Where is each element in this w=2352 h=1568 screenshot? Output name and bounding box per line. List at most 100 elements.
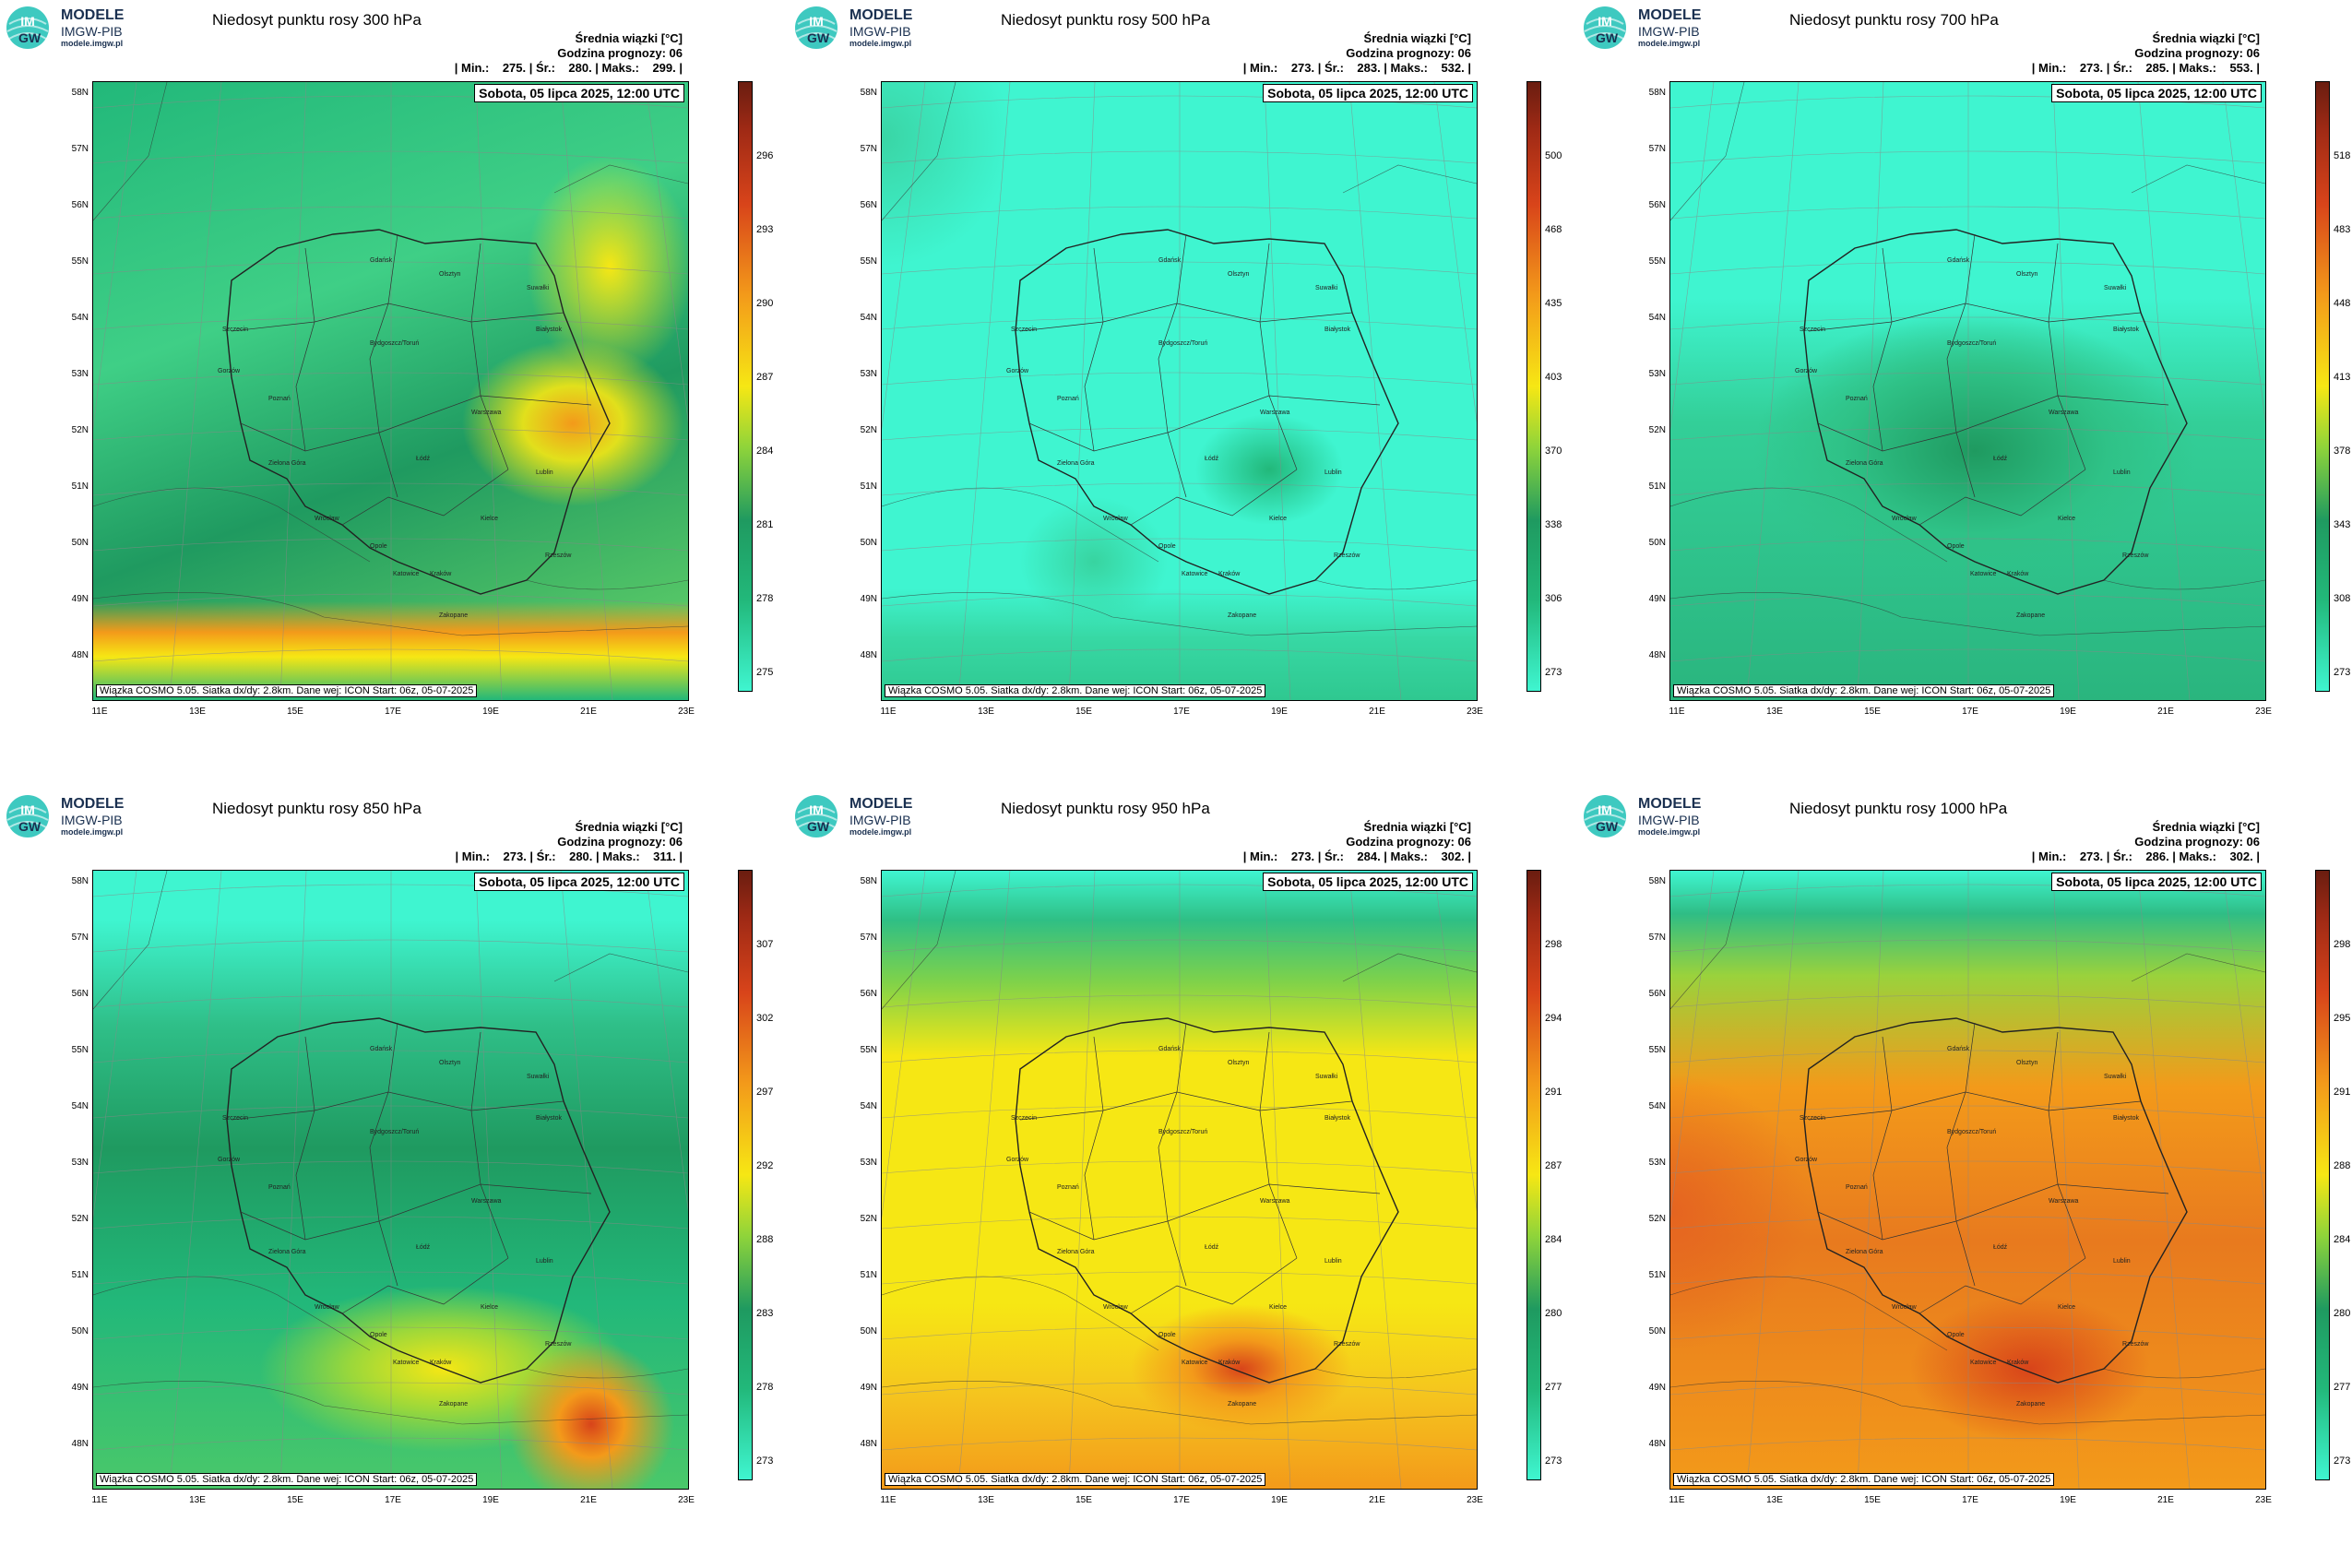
latitude-label: 55N bbox=[860, 1045, 877, 1055]
imgw-badge-icon: IM GW bbox=[795, 795, 837, 837]
city-label: Zakopane bbox=[439, 1401, 469, 1408]
longitude-label: 11E bbox=[91, 1495, 108, 1505]
latitude-label: 58N bbox=[860, 876, 877, 886]
city-label: Rzeszów bbox=[1334, 1341, 1360, 1348]
city-label: Poznań bbox=[1057, 1184, 1079, 1191]
badge-text-bottom: GW bbox=[1596, 30, 1619, 45]
longitude-label: 19E bbox=[482, 707, 499, 717]
region-borders bbox=[1019, 1022, 1381, 1314]
city-label: Kielce bbox=[2058, 1304, 2076, 1311]
city-label: Katowice bbox=[1182, 571, 1208, 577]
imgw-badge-icon: IM GW bbox=[6, 6, 49, 49]
latitude-label: 54N bbox=[71, 313, 89, 323]
colorbar-tick-label: 281 bbox=[756, 519, 774, 530]
colorbar-tick-label: 288 bbox=[2334, 1160, 2351, 1171]
city-label: Opole bbox=[370, 543, 387, 550]
forecast-map[interactable]: Gdańsk Olsztyn Suwałki Szczecin Bydgoszcz/To… bbox=[92, 870, 689, 1490]
city-label: Wrocław bbox=[1103, 1304, 1128, 1311]
longitude-label: 11E bbox=[91, 707, 108, 717]
colorbar-tick-label: 283 bbox=[756, 1308, 774, 1319]
ensemble-stats: Średnia wiązki [°C] Godzina prognozy: 06… bbox=[456, 820, 683, 864]
latitude-label: 51N bbox=[860, 481, 877, 492]
city-label: Gdańsk bbox=[1947, 1046, 1970, 1052]
longitude-label: 17E bbox=[385, 707, 401, 717]
latitude-label: 52N bbox=[71, 425, 89, 435]
city-label: Katowice bbox=[1182, 1360, 1208, 1366]
city-label: Olsztyn bbox=[1228, 271, 1250, 278]
city-label: Suwałki bbox=[1315, 1074, 1338, 1080]
forecast-map[interactable]: Gdańsk Olsztyn Suwałki Szczecin Bydgoszcz/To… bbox=[881, 870, 1478, 1490]
latitude-label: 56N bbox=[1648, 200, 1666, 210]
city-label: Wrocław bbox=[315, 1304, 339, 1311]
map-panel: IM GW MODELE IMGW-PIB modele.imgw.pl Nie… bbox=[1577, 789, 2350, 1545]
colorbar-tick-label: 295 bbox=[2334, 1013, 2351, 1024]
forecast-map[interactable]: Gdańsk Olsztyn Suwałki Szczecin Bydgoszcz/To… bbox=[1669, 81, 2266, 701]
badge-text-bottom: GW bbox=[18, 30, 42, 45]
colorbar-tick-label: 273 bbox=[2334, 667, 2351, 678]
latitude-label: 54N bbox=[1648, 313, 1666, 323]
stats-values: | Min.: 273. | Śr.: 285. | Maks.: 553. | bbox=[2031, 61, 2260, 75]
region-borders bbox=[231, 233, 592, 526]
longitude-label: 17E bbox=[1173, 1495, 1190, 1505]
city-label: Zakopane bbox=[1228, 612, 1257, 619]
map-panel: IM GW MODELE IMGW-PIB modele.imgw.pl Nie… bbox=[789, 0, 1562, 756]
latitude-label: 55N bbox=[1648, 256, 1666, 267]
imgw-logo[interactable]: IM GW MODELE IMGW-PIB modele.imgw.pl bbox=[6, 794, 153, 840]
city-label: Kraków bbox=[430, 1360, 452, 1366]
longitude-label: 17E bbox=[1173, 707, 1190, 717]
map-overlay bbox=[93, 871, 688, 1489]
imgw-logo[interactable]: IM GW MODELE IMGW-PIB modele.imgw.pl bbox=[794, 6, 942, 52]
logo-line1: MODELE bbox=[849, 7, 913, 23]
latitude-label: 50N bbox=[71, 1326, 89, 1336]
city-label: Kraków bbox=[2007, 571, 2029, 577]
city-label: Kraków bbox=[1218, 571, 1241, 577]
ensemble-stats: Średnia wiązki [°C] Godzina prognozy: 06… bbox=[1243, 820, 1471, 864]
graticule bbox=[882, 871, 1477, 1489]
longitude-label: 21E bbox=[580, 707, 597, 717]
imgw-badge-icon: IM GW bbox=[795, 6, 837, 49]
colorbar-tick-label: 468 bbox=[1545, 224, 1562, 235]
city-label: Łódź bbox=[416, 456, 431, 462]
city-label: Rzeszów bbox=[1334, 552, 1360, 559]
imgw-logo[interactable]: IM GW MODELE IMGW-PIB modele.imgw.pl bbox=[1583, 794, 1730, 840]
city-label: Lublin bbox=[1324, 469, 1342, 476]
colorbar-tick-label: 284 bbox=[756, 445, 774, 457]
latitude-label: 57N bbox=[1648, 144, 1666, 154]
city-label: Szczecin bbox=[1800, 327, 1826, 333]
graticule bbox=[93, 82, 688, 700]
forecast-hour: Godzina prognozy: 06 bbox=[1346, 46, 1471, 60]
colorbar-tick-label: 291 bbox=[2334, 1087, 2351, 1098]
longitude-label: 15E bbox=[287, 707, 303, 717]
logo-line2: IMGW-PIB bbox=[849, 24, 911, 39]
stats-values: | Min.: 273. | Śr.: 280. | Maks.: 311. | bbox=[455, 849, 683, 863]
latitude-label: 56N bbox=[860, 989, 877, 999]
panel-title: Niedosyt punktu rosy 700 hPa bbox=[1789, 11, 1999, 29]
city-label: Olsztyn bbox=[2016, 1060, 2038, 1066]
imgw-logo[interactable]: IM GW MODELE IMGW-PIB modele.imgw.pl bbox=[1583, 6, 1730, 52]
city-label: Gdańsk bbox=[1158, 257, 1182, 264]
colorbar-tick-label: 297 bbox=[756, 1087, 774, 1098]
neighbor-borders bbox=[93, 82, 688, 636]
colorbar-tick-label: 275 bbox=[756, 667, 774, 678]
logo-url: modele.imgw.pl bbox=[849, 827, 912, 837]
forecast-map[interactable]: Gdańsk Olsztyn Suwałki Szczecin Bydgoszcz/To… bbox=[881, 81, 1478, 701]
latitude-label: 52N bbox=[1648, 425, 1666, 435]
imgw-logo[interactable]: IM GW MODELE IMGW-PIB modele.imgw.pl bbox=[6, 6, 153, 52]
colorbar-tick-label: 307 bbox=[756, 939, 774, 950]
forecast-map[interactable]: Gdańsk Olsztyn Suwałki Szczecin Bydgoszcz/To… bbox=[1669, 870, 2266, 1490]
valid-time-label: Sobota, 05 lipca 2025, 12:00 UTC bbox=[1263, 84, 1473, 102]
forecast-map[interactable]: Gdańsk Olsztyn Suwałki Szczecin Bydgoszcz/To… bbox=[92, 81, 689, 701]
colorbar-tick-label: 403 bbox=[1545, 372, 1562, 383]
graticule bbox=[882, 82, 1477, 700]
latitude-label: 51N bbox=[860, 1270, 877, 1280]
stats-values: | Min.: 273. | Śr.: 284. | Maks.: 302. | bbox=[1242, 849, 1471, 863]
badge-text-top: IM bbox=[20, 802, 35, 817]
imgw-logo[interactable]: IM GW MODELE IMGW-PIB modele.imgw.pl bbox=[794, 794, 942, 840]
city-label: Katowice bbox=[393, 571, 420, 577]
latitude-label: 52N bbox=[860, 425, 877, 435]
colorbar-tick-label: 284 bbox=[1545, 1234, 1562, 1245]
city-label: Bydgoszcz/Toruń bbox=[1158, 340, 1208, 347]
city-label: Zakopane bbox=[2016, 612, 2046, 619]
colorbar-tick-label: 338 bbox=[1545, 519, 1562, 530]
latitude-label: 57N bbox=[860, 144, 877, 154]
